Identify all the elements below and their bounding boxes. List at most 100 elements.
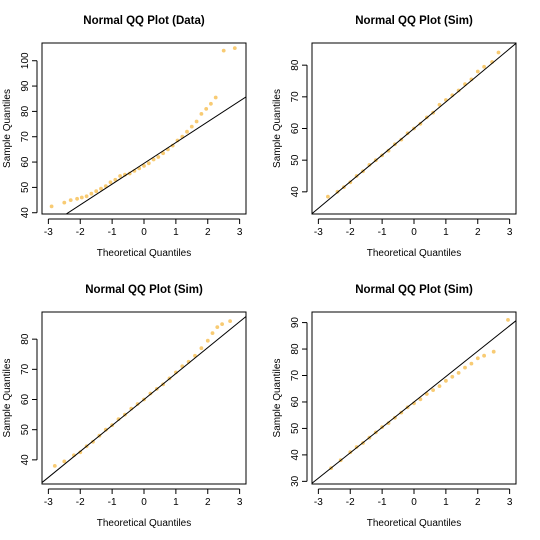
x-tick-label: -2 xyxy=(346,227,355,238)
data-point xyxy=(450,374,455,379)
plot-frame xyxy=(41,311,247,485)
data-point xyxy=(194,119,199,124)
data-point xyxy=(210,331,215,335)
x-tick-label: 3 xyxy=(507,497,513,508)
data-point xyxy=(232,46,237,50)
x-tick-label: 0 xyxy=(141,497,147,508)
x-tick-label: 3 xyxy=(507,227,513,238)
y-axis: 40 50 60 70 80 Sample Quantiles xyxy=(272,59,308,198)
y-tick-label: 40 xyxy=(20,454,31,466)
data-points xyxy=(329,318,510,470)
data-point xyxy=(228,319,233,323)
x-tick-label: -3 xyxy=(314,497,323,508)
y-tick-label: 60 xyxy=(20,394,31,406)
data-point xyxy=(89,191,94,196)
x-tick-label: 1 xyxy=(443,227,449,238)
y-tick-label: 80 xyxy=(290,343,301,355)
data-point xyxy=(68,198,73,203)
plot-frame xyxy=(311,42,517,215)
chart-title: Normal QQ Plot (Sim) xyxy=(355,15,473,27)
y-tick-label: 70 xyxy=(20,363,31,375)
data-point xyxy=(482,64,486,69)
data-point xyxy=(326,194,330,199)
x-tick-label: 0 xyxy=(411,227,417,238)
y-tick-label: 50 xyxy=(20,424,31,436)
qq-panel-3: Normal QQ Plot (Sim) -3 -2 -1 0 1 2 3 Theoretica… xyxy=(2,284,247,529)
x-axis-label: Theoretical Quantiles xyxy=(367,248,462,259)
x-tick-label: 2 xyxy=(205,497,211,508)
x-tick-label: 1 xyxy=(173,497,179,508)
y-tick-label: 60 xyxy=(290,396,301,408)
data-point xyxy=(506,318,510,322)
qq-panel-1: Normal QQ Plot (Data) -3 -2 -1 0 1 2 3 Theoretic… xyxy=(2,15,247,259)
y-axis-label: Sample Quantiles xyxy=(272,359,283,438)
y-axis: 40 50 60 70 80 Sample Quantiles xyxy=(2,333,38,466)
data-point xyxy=(108,180,113,185)
data-point xyxy=(220,322,225,326)
reference-line xyxy=(42,316,246,483)
x-tick-label: 0 xyxy=(141,227,147,238)
y-axis: 30 40 50 60 70 80 90 Sample Quantiles xyxy=(272,317,308,487)
y-tick-label: 90 xyxy=(20,80,31,92)
x-tick-label: -1 xyxy=(108,227,117,238)
x-tick-label: -3 xyxy=(314,227,323,238)
y-tick-label: 100 xyxy=(20,52,31,69)
data-point xyxy=(78,450,83,455)
qq-panel-4: Normal QQ Plot (Sim) -3 -2 -1 0 1 2 3 Theoretica… xyxy=(272,284,517,529)
data-point xyxy=(170,143,175,148)
y-axis-label: Sample Quantiles xyxy=(272,89,283,168)
x-axis-label: Theoretical Quantiles xyxy=(97,518,192,529)
data-point xyxy=(49,204,54,209)
chart-title: Normal QQ Plot (Data) xyxy=(83,15,205,27)
x-axis: -3 -2 -1 0 1 2 3 Theoretical Quantiles xyxy=(44,488,243,529)
y-tick-label: 80 xyxy=(290,59,301,71)
x-tick-label: -2 xyxy=(76,497,85,508)
data-point xyxy=(185,129,189,134)
data-point xyxy=(146,161,151,166)
x-tick-label: -3 xyxy=(44,227,53,238)
x-tick-label: -1 xyxy=(378,227,387,238)
y-tick-label: 90 xyxy=(290,317,301,329)
data-point xyxy=(205,338,210,343)
data-point xyxy=(79,195,84,200)
data-point xyxy=(118,174,122,178)
data-point xyxy=(475,69,480,74)
data-point xyxy=(456,371,461,375)
y-axis: 40 50 60 70 80 90 100 Sample Quantiles xyxy=(2,52,38,219)
data-point xyxy=(215,325,220,329)
reference-line xyxy=(312,43,516,214)
data-point xyxy=(75,196,79,201)
y-tick-label: 40 xyxy=(290,449,301,461)
y-tick-label: 50 xyxy=(290,422,301,434)
data-point xyxy=(386,148,391,153)
y-tick-label: 50 xyxy=(290,154,301,166)
x-axis: -3 -2 -1 0 1 2 3 Theoretical Quantiles xyxy=(44,218,243,259)
x-tick-label: -3 xyxy=(44,497,53,508)
x-tick-label: 0 xyxy=(411,497,417,508)
data-point xyxy=(161,151,166,156)
x-tick-label: -1 xyxy=(108,497,117,508)
x-tick-label: 3 xyxy=(237,497,243,508)
reference-line xyxy=(65,96,246,214)
data-point xyxy=(204,107,209,111)
reference-line xyxy=(312,320,516,484)
data-point xyxy=(52,464,57,468)
data-point xyxy=(156,155,161,159)
y-tick-label: 80 xyxy=(20,105,31,117)
qq-panel-2: Normal QQ Plot (Sim) -3 -2 -1 0 1 2 3 Theoretica… xyxy=(272,15,517,259)
chart-title: Normal QQ Plot (Sim) xyxy=(355,284,473,296)
y-tick-label: 40 xyxy=(20,207,31,219)
x-axis-label: Theoretical Quantiles xyxy=(97,248,192,259)
y-tick-label: 40 xyxy=(290,186,301,198)
x-tick-label: -2 xyxy=(76,227,85,238)
data-point xyxy=(103,427,108,432)
x-tick-label: 1 xyxy=(173,227,179,238)
data-point xyxy=(475,356,480,361)
data-point xyxy=(209,101,213,106)
data-point xyxy=(444,378,448,383)
y-tick-label: 80 xyxy=(20,333,31,345)
data-points xyxy=(52,319,233,468)
x-tick-label: -2 xyxy=(346,497,355,508)
data-point xyxy=(221,48,226,53)
